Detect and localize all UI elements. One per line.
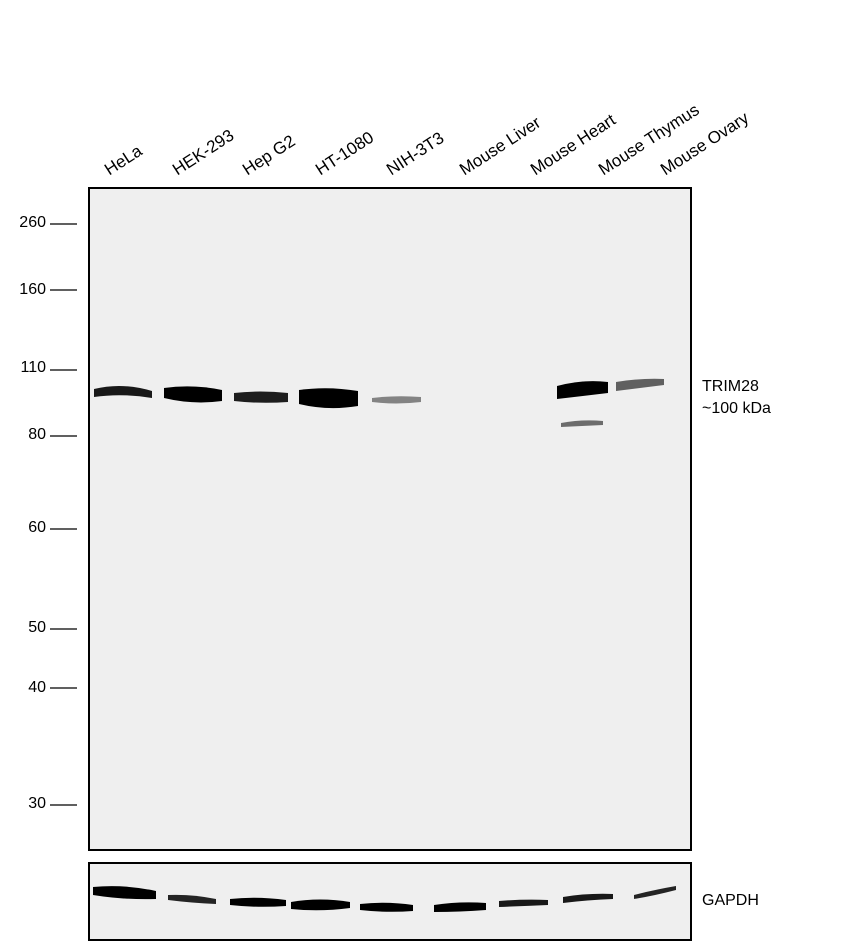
loading-control-label: GAPDH xyxy=(702,892,759,909)
mw-label-40: 40 xyxy=(28,679,46,696)
band-mouse-heart-lower xyxy=(561,420,603,427)
mw-label-60: 60 xyxy=(28,519,46,536)
gapdh-band-mouse-ovary xyxy=(634,886,676,899)
band-hela xyxy=(94,385,152,398)
gapdh-band-nih3t3 xyxy=(360,902,413,912)
target-name-label: TRIM28 xyxy=(702,378,759,395)
mw-label-80: 80 xyxy=(28,426,46,443)
gapdh-bands xyxy=(93,886,676,912)
band-mouse-heart xyxy=(557,381,608,399)
gapdh-band-mouse-thymus xyxy=(563,893,613,903)
gapdh-band-hek293 xyxy=(168,894,216,904)
target-size-label: ~100 kDa xyxy=(702,400,771,417)
mw-label-110: 110 xyxy=(20,359,46,376)
band-nih3t3 xyxy=(372,396,421,404)
trim28-bands xyxy=(94,378,664,427)
band-ht1080 xyxy=(299,388,358,409)
gapdh-band-hela xyxy=(93,886,156,900)
gapdh-band-hepg2 xyxy=(230,897,286,907)
gapdh-blot-panel xyxy=(88,862,692,941)
mw-ticks xyxy=(50,223,77,806)
mw-label-160: 160 xyxy=(19,281,46,298)
gapdh-band-mouse-liver xyxy=(434,902,486,912)
mw-label-30: 30 xyxy=(28,795,46,812)
band-hek293 xyxy=(164,386,222,403)
mw-label-50: 50 xyxy=(28,619,46,636)
band-hepg2 xyxy=(234,391,288,403)
mw-label-260: 260 xyxy=(19,214,46,231)
gapdh-band-mouse-heart xyxy=(499,899,548,907)
band-mouse-thymus xyxy=(616,378,664,391)
main-blot-panel xyxy=(88,187,692,851)
gapdh-band-ht1080 xyxy=(291,899,350,911)
